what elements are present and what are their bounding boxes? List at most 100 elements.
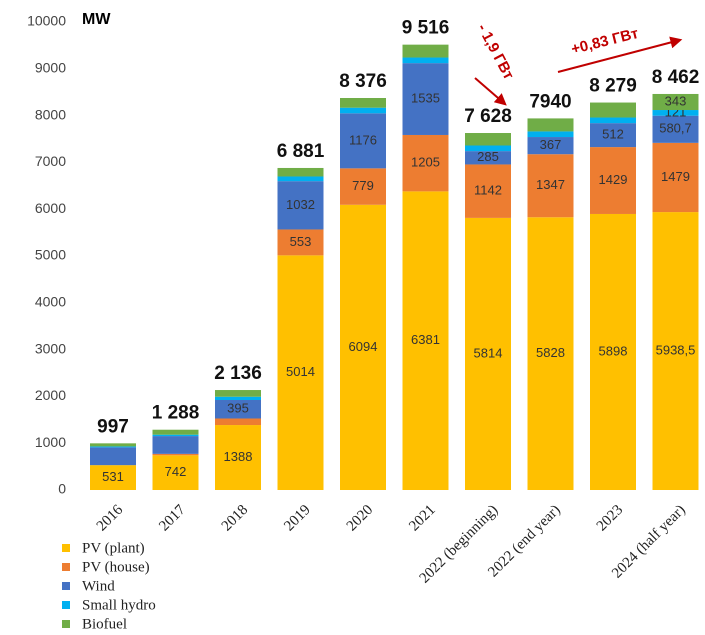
bar-segment [652,93,699,111]
total-label: 6 881 [277,141,325,162]
total-label: 8 279 [589,76,637,97]
bar-segment [402,63,449,135]
legend-swatch [62,620,70,628]
data-label: 553 [290,234,312,249]
annotation-arrow [557,36,683,73]
bar-segment [527,217,574,490]
bar-segment [152,434,199,437]
x-tick-label: 2016 [94,502,127,535]
bar-segment [340,168,386,205]
legend-label: PV (plant) [82,540,145,556]
total-label: 2 136 [214,363,262,384]
data-label: 5938,5 [656,342,696,357]
bar-segment [402,57,449,64]
bar-segment [465,164,511,218]
bar-segment [215,400,261,419]
bar-segment [152,453,199,456]
bar-segment [590,102,636,118]
total-label: 7940 [529,91,571,112]
data-label: 1032 [286,197,315,212]
data-label: 1176 [349,132,377,147]
legend-label: Biofuel [82,616,127,632]
data-label: 1479 [661,169,690,184]
y-tick-label: 3000 [35,340,66,356]
bar-segment [90,443,136,447]
data-label: 285 [477,149,499,164]
data-label: 6381 [411,332,440,347]
total-label: 997 [97,416,129,437]
data-label: 1347 [536,177,565,192]
y-tick-label: 4000 [35,294,66,310]
x-tick-label: 2023 [594,502,627,535]
bar-segment [652,110,699,116]
bar-segment [402,44,449,58]
total-label: 8 376 [339,71,387,92]
total-label: 9 516 [402,18,450,39]
data-label: 531 [102,469,124,484]
bar-segment [402,191,449,490]
annotation: - 1,9 ГВт [474,21,517,83]
legend-label: Wind [82,578,115,594]
bar-segment [652,115,699,143]
legend-label: PV (house) [82,559,150,575]
bar-segment [90,446,136,448]
data-label: 343 [665,93,687,108]
data-label: 5828 [536,345,565,360]
bar-segment [590,147,636,214]
bar-segment [590,123,636,148]
x-tick-label: 2020 [344,502,377,535]
data-label: 1535 [411,90,440,105]
bar-segment [590,213,636,490]
bar-segment [340,98,386,108]
bar-segment [277,176,324,182]
bar-segment [215,425,261,490]
bar-segment [152,455,199,490]
bar-segment [90,465,136,490]
data-label: 779 [352,178,374,193]
bar-segment [465,217,511,491]
data-label: 580,7 [659,121,692,136]
bar-segment [527,131,574,138]
data-label: 5814 [474,345,503,360]
data-label: 395 [227,401,249,416]
legend-swatch [62,582,70,590]
y-unit: MW [82,11,111,28]
x-tick-label: 2019 [281,502,314,535]
bar-segment [590,117,636,124]
bar-segment [402,134,449,192]
bar-segment [215,396,261,401]
x-tick-label: 2018 [219,502,252,535]
data-label: 1429 [599,172,628,187]
data-label: 742 [165,464,187,479]
bar-segment [90,447,136,466]
bar-segment [277,229,324,256]
bar-segment [340,107,386,114]
bar-segment [527,137,574,155]
y-tick-label: 0 [58,481,66,497]
y-tick-label: 1000 [35,434,66,450]
bar-segment [152,436,199,454]
legend-swatch [62,544,70,552]
annotation-arrow [474,77,507,106]
total-label: 1 288 [152,403,200,424]
bar-segment [277,255,324,490]
x-tick-label: 2021 [406,502,439,535]
bar-segment [527,154,574,218]
bar-segment [215,418,261,426]
data-label: 512 [602,127,624,142]
bar-segment [215,390,261,397]
x-tick-label: 2017 [156,502,189,535]
y-tick-label: 6000 [35,200,66,216]
y-tick-label: 7000 [35,153,66,169]
bar-segment [652,142,699,213]
data-label: 1205 [411,155,440,170]
data-label: 367 [540,137,562,152]
bar-segment [277,181,324,230]
bar-segment [277,167,324,177]
data-label: 1388 [224,449,253,464]
bar-segment [465,151,511,165]
y-tick-label: 9000 [35,60,66,76]
bar-segment [652,212,699,491]
legend-label: Small hydro [82,597,156,613]
